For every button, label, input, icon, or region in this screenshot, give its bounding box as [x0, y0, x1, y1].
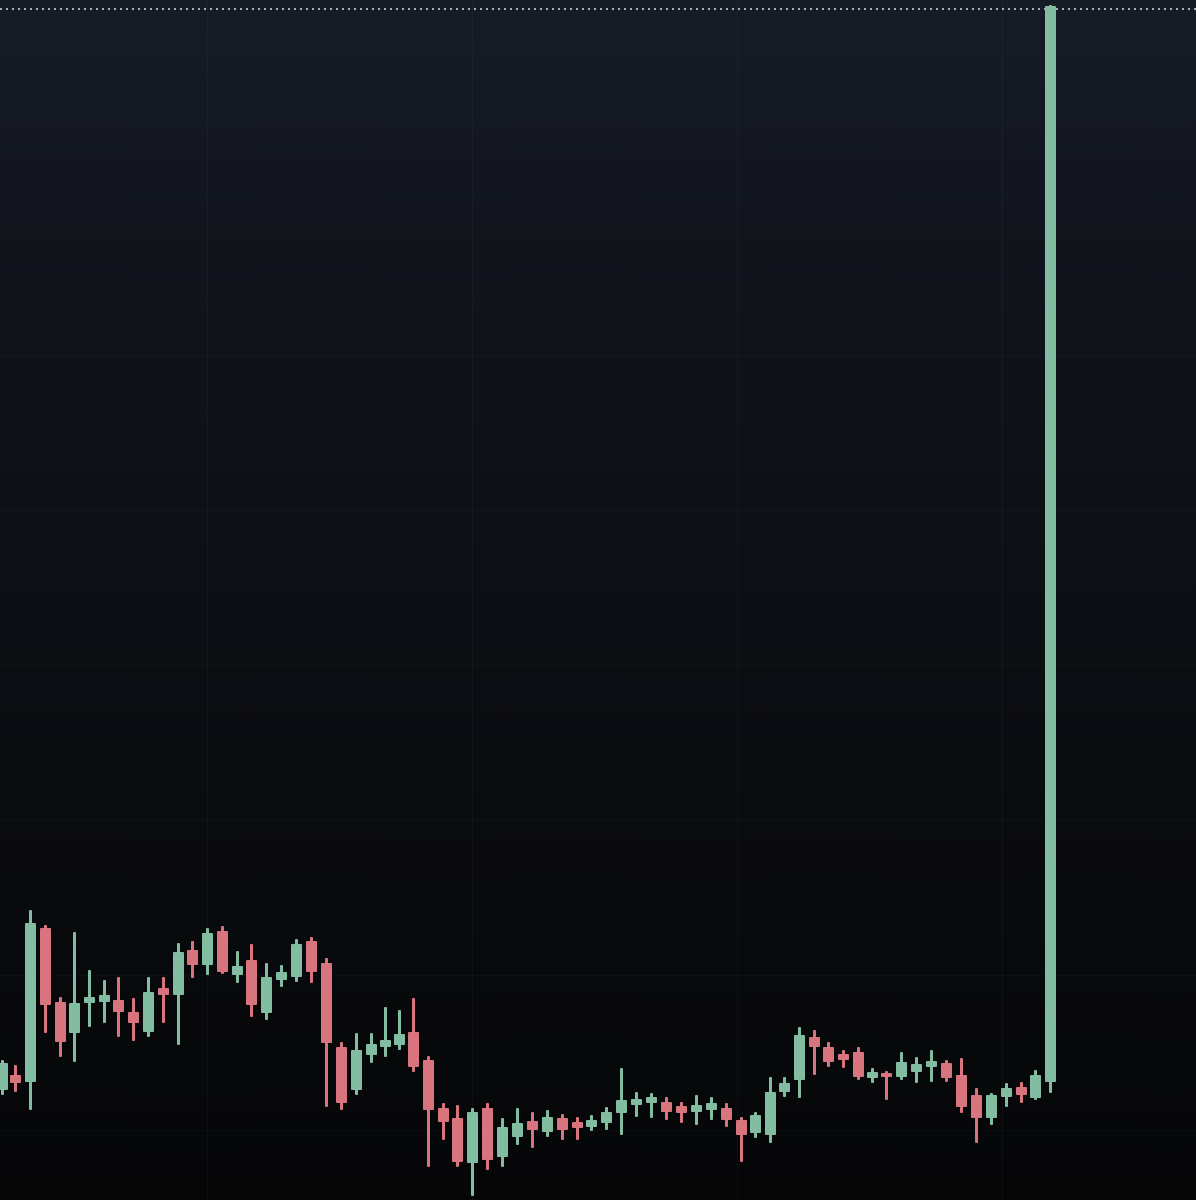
- bearish-candle-body: [881, 1073, 892, 1077]
- bullish-candle-body: [779, 1083, 790, 1092]
- bearish-candle-body: [408, 1032, 419, 1067]
- bullish-candle-body: [351, 1050, 362, 1090]
- bearish-candle-body: [736, 1120, 747, 1135]
- bearish-candle-body: [187, 950, 198, 965]
- bullish-candle-body: [867, 1072, 878, 1078]
- bearish-candle-body: [423, 1060, 434, 1110]
- candle-wick: [162, 977, 165, 1023]
- bullish-candle-body: [25, 923, 36, 1082]
- horizontal-gridline: [0, 975, 1196, 976]
- bullish-candle-body: [512, 1123, 523, 1137]
- bullish-candle-body: [1030, 1075, 1041, 1098]
- horizontal-gridline: [0, 510, 1196, 511]
- bullish-candle-body: [542, 1117, 553, 1132]
- bullish-candle-body: [691, 1105, 702, 1112]
- bearish-candle-body: [823, 1047, 834, 1062]
- bullish-candle-body: [276, 972, 287, 980]
- vertical-gridline: [1002, 0, 1003, 1200]
- bearish-candle-body: [941, 1063, 952, 1078]
- bullish-candle-body: [750, 1115, 761, 1133]
- bullish-candle-body: [986, 1095, 997, 1118]
- bullish-candle-body: [616, 1100, 627, 1113]
- bearish-candle-body: [217, 931, 228, 972]
- bullish-candle-body: [0, 1063, 8, 1090]
- bullish-candle-body: [143, 992, 154, 1032]
- bullish-candle-body: [631, 1099, 642, 1105]
- bullish-candle-body: [261, 977, 272, 1013]
- bearish-candle-body: [336, 1047, 347, 1103]
- bearish-candle-body: [128, 1012, 139, 1023]
- bullish-candle-body: [601, 1112, 612, 1123]
- bullish-candle-body: [794, 1035, 805, 1080]
- bearish-candle-body: [321, 963, 332, 1043]
- candle-wick: [740, 1117, 743, 1162]
- candle-wick: [885, 1071, 888, 1100]
- bearish-candle-body: [438, 1108, 449, 1122]
- bearish-candle-body: [527, 1121, 538, 1130]
- horizontal-gridline: [0, 820, 1196, 821]
- bearish-candle-body: [482, 1108, 493, 1160]
- bearish-candle-body: [956, 1075, 967, 1107]
- bearish-candle-body: [838, 1054, 849, 1060]
- bearish-candle-body: [557, 1118, 568, 1130]
- bearish-candle-body: [1016, 1087, 1027, 1095]
- candle-wick: [531, 1112, 534, 1148]
- bullish-candle-body: [586, 1120, 597, 1127]
- candle-wick: [427, 1056, 430, 1167]
- bearish-candle-body: [721, 1108, 732, 1120]
- bearish-candle-body: [853, 1052, 864, 1077]
- bullish-candle-body: [646, 1097, 657, 1103]
- candle-wick: [576, 1117, 579, 1140]
- bearish-candle-body: [158, 988, 169, 995]
- bearish-candle-body: [113, 1000, 124, 1012]
- vertical-gridline: [207, 0, 208, 1200]
- vertical-gridline: [472, 0, 473, 1200]
- bullish-candle-body: [394, 1034, 405, 1045]
- horizontal-gridline: [0, 355, 1196, 356]
- bullish-candle-body: [291, 944, 302, 977]
- bullish-candle-body: [366, 1044, 377, 1055]
- candle-wick: [384, 1007, 387, 1057]
- candle-wick: [813, 1030, 816, 1075]
- bullish-candle-body: [1045, 6, 1056, 1082]
- bullish-candle-body: [911, 1064, 922, 1072]
- bullish-candle-body: [380, 1040, 391, 1047]
- bearish-candle-body: [676, 1106, 687, 1113]
- bullish-candle-body: [765, 1092, 776, 1135]
- bullish-candle-body: [706, 1103, 717, 1110]
- current-price-line: [0, 8, 1196, 10]
- candle-wick: [650, 1093, 653, 1118]
- bullish-candle-body: [497, 1127, 508, 1157]
- bearish-candle-body: [40, 928, 51, 1005]
- vertical-gridline: [737, 0, 738, 1200]
- bearish-candle-body: [306, 941, 317, 972]
- bullish-candle-body: [926, 1061, 937, 1067]
- bullish-candle-body: [84, 997, 95, 1003]
- bullish-candle-body: [202, 933, 213, 965]
- bearish-candle-body: [971, 1095, 982, 1118]
- candle-wick: [398, 1010, 401, 1050]
- bullish-candle-body: [69, 1003, 80, 1033]
- bearish-candle-body: [452, 1118, 463, 1162]
- bearish-candle-body: [246, 960, 257, 1005]
- bullish-candle-body: [173, 952, 184, 995]
- bearish-candle-body: [661, 1102, 672, 1112]
- bearish-candle-body: [55, 1002, 66, 1042]
- candle-wick: [73, 932, 76, 1062]
- horizontal-gridline: [0, 1130, 1196, 1131]
- bearish-candle-body: [809, 1037, 820, 1047]
- bearish-candle-body: [10, 1075, 21, 1083]
- bullish-candle-body: [232, 966, 243, 975]
- bearish-candle-body: [572, 1122, 583, 1128]
- bullish-candle-body: [467, 1112, 478, 1163]
- horizontal-gridline: [0, 665, 1196, 666]
- bullish-candle-body: [1001, 1088, 1012, 1097]
- bullish-candle-body: [896, 1062, 907, 1077]
- bullish-candle-body: [99, 995, 110, 1002]
